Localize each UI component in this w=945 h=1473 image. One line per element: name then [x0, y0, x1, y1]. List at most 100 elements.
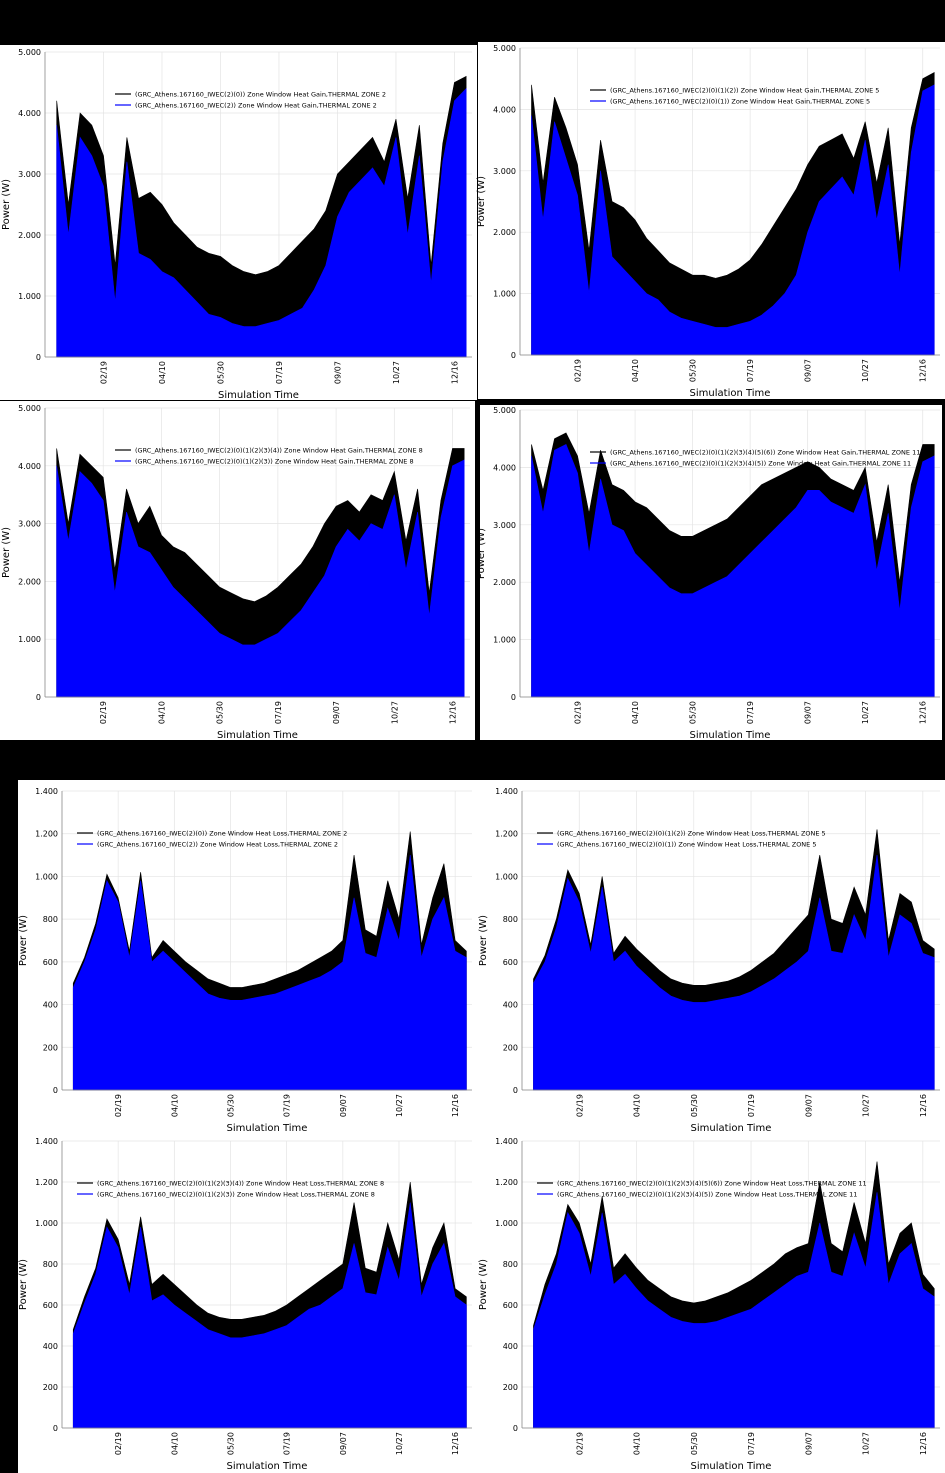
y-tick-label: 2.000	[18, 231, 41, 240]
legend-label: (GRC_Athens.167160_IWEC(2)(0)) Zone Wind…	[97, 830, 347, 838]
x-tick-label: 12/16	[451, 1094, 460, 1117]
y-tick-label: 0	[36, 693, 41, 702]
x-tick-label: 09/07	[804, 1094, 813, 1117]
y-tick-label: 200	[503, 1383, 518, 1392]
x-tick-label: 04/10	[631, 701, 640, 724]
x-tick-label: 12/16	[451, 1432, 460, 1455]
y-tick-label: 1.000	[35, 872, 58, 881]
x-tick-label: 05/30	[216, 361, 225, 384]
x-tick-label: 10/27	[392, 361, 401, 384]
x-tick-label: 05/30	[226, 1094, 235, 1117]
y-tick-label: 2.000	[493, 228, 516, 237]
x-tick-label: 07/19	[746, 701, 755, 724]
y-tick-label: 1.400	[495, 1137, 518, 1146]
x-tick-label: 02/19	[99, 701, 108, 724]
y-tick-label: 1.200	[35, 1178, 58, 1187]
x-tick-label: 12/16	[919, 701, 928, 724]
y-tick-label: 0	[513, 1424, 518, 1433]
legend-label: (GRC_Athens.167160_IWEC(2)(0)(1)(2)(3)(4…	[610, 449, 920, 457]
x-tick-label: 05/30	[226, 1432, 235, 1455]
x-tick-label: 07/19	[747, 1432, 756, 1455]
series-area	[531, 84, 935, 356]
y-tick-label: 5.000	[18, 48, 41, 57]
y-tick-label: 1.000	[35, 1219, 58, 1228]
x-tick-label: 07/19	[274, 701, 283, 724]
x-tick-label: 09/07	[339, 1432, 348, 1455]
x-tick-label: 12/16	[449, 701, 458, 724]
y-tick-label: 0	[513, 1086, 518, 1095]
y-tick-label: 4.000	[493, 463, 516, 472]
x-tick-label: 05/30	[690, 1432, 699, 1455]
y-tick-label: 0	[511, 351, 516, 360]
y-axis-title: Power (W)	[18, 1259, 29, 1310]
x-tick-label: 12/16	[919, 359, 928, 382]
series-area	[533, 1192, 935, 1429]
y-tick-label: 0	[511, 693, 516, 702]
legend-label: (GRC_Athens.167160_IWEC(2)(0)(1)) Zone W…	[557, 841, 816, 849]
x-tick-label: 09/07	[332, 701, 341, 724]
x-tick-label: 10/27	[395, 1094, 404, 1117]
x-tick-label: 04/10	[633, 1094, 642, 1117]
y-axis-title: Power (W)	[18, 915, 29, 966]
y-tick-label: 200	[503, 1043, 518, 1052]
x-tick-label: 12/16	[450, 361, 459, 384]
legend-label: (GRC_Athens.167160_IWEC(2)(0)(1)(2)(3)) …	[135, 458, 414, 466]
x-tick-label: 04/10	[631, 359, 640, 382]
x-tick-label: 02/19	[574, 701, 583, 724]
x-tick-label: 02/19	[575, 1432, 584, 1455]
x-axis-title: Simulation Time	[227, 1461, 308, 1472]
y-tick-label: 400	[43, 1001, 58, 1010]
series-area	[531, 444, 935, 698]
y-tick-label: 4.000	[18, 462, 41, 471]
x-tick-label: 12/16	[919, 1432, 928, 1455]
x-tick-label: 10/27	[861, 701, 870, 724]
y-tick-label: 2.000	[18, 577, 41, 586]
x-tick-label: 07/19	[746, 359, 755, 382]
y-tick-label: 5.000	[493, 406, 516, 415]
x-tick-label: 04/10	[158, 361, 167, 384]
y-tick-label: 5.000	[18, 404, 41, 413]
y-tick-label: 3.000	[493, 521, 516, 530]
y-tick-label: 1.000	[18, 635, 41, 644]
y-tick-label: 800	[503, 915, 518, 924]
x-axis-title: Simulation Time	[227, 1123, 308, 1134]
legend-label: (GRC_Athens.167160_IWEC(2)) Zone Window …	[135, 102, 377, 110]
y-tick-label: 1.200	[495, 1178, 518, 1187]
y-tick-label: 600	[503, 958, 518, 967]
y-axis-title: Power (W)	[476, 528, 487, 579]
x-tick-label: 04/10	[633, 1432, 642, 1455]
legend-label: (GRC_Athens.167160_IWEC(2)(0)) Zone Wind…	[135, 91, 386, 99]
legend-label: (GRC_Athens.167160_IWEC(2)(0)(1)(2)) Zon…	[610, 87, 879, 95]
x-axis-title: Simulation Time	[691, 1461, 772, 1472]
y-tick-label: 1.000	[493, 636, 516, 645]
y-axis-title: Power (W)	[1, 527, 12, 578]
y-tick-label: 3.000	[18, 170, 41, 179]
y-tick-label: 1.400	[495, 787, 518, 796]
y-tick-label: 0	[53, 1424, 58, 1433]
y-tick-label: 400	[503, 1342, 518, 1351]
legend-label: (GRC_Athens.167160_IWEC(2)(0)(1)(2)(3)(4…	[135, 447, 423, 455]
series-area	[72, 1202, 467, 1429]
x-tick-label: 07/19	[283, 1432, 292, 1455]
legend-label: (GRC_Athens.167160_IWEC(2)) Zone Window …	[97, 841, 338, 849]
x-tick-label: 02/19	[99, 361, 108, 384]
x-tick-label: 07/19	[275, 361, 284, 384]
x-tick-label: 09/07	[333, 361, 342, 384]
y-tick-label: 800	[503, 1260, 518, 1269]
x-tick-label: 04/10	[170, 1432, 179, 1455]
x-tick-label: 10/27	[862, 1094, 871, 1117]
y-tick-label: 3.000	[493, 167, 516, 176]
legend-label: (GRC_Athens.167160_IWEC(2)(0)(1)(2)(3)) …	[97, 1191, 375, 1199]
y-tick-label: 1.000	[495, 1219, 518, 1228]
y-tick-label: 0	[36, 353, 41, 362]
y-tick-label: 1.000	[18, 292, 41, 301]
x-axis-title: Simulation Time	[217, 730, 298, 741]
x-axis-title: Simulation Time	[690, 730, 771, 741]
series-area	[533, 855, 935, 1091]
x-axis-title: Simulation Time	[218, 390, 299, 401]
y-tick-label: 1.200	[35, 830, 58, 839]
x-tick-label: 09/07	[804, 701, 813, 724]
y-tick-label: 1.200	[495, 830, 518, 839]
x-tick-label: 04/10	[170, 1094, 179, 1117]
